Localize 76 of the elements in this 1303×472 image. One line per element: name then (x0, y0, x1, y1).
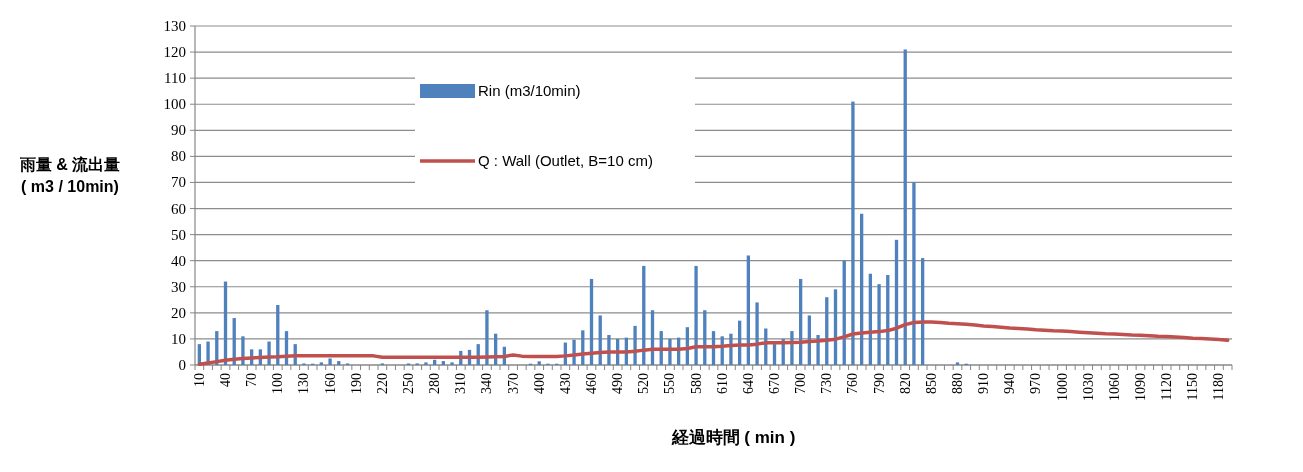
x-tick-label: 100 (270, 373, 286, 394)
x-tick-label: 640 (740, 373, 756, 394)
x-tick-label: 400 (531, 373, 547, 394)
legend-label: Q : Wall (Outlet, B=10 cm) (478, 152, 653, 169)
bar (755, 302, 759, 365)
x-tick-label: 40 (218, 373, 233, 387)
x-tick-label: 1180 (1211, 373, 1227, 401)
x-tick-label: 730 (819, 373, 835, 394)
bar (851, 101, 855, 365)
x-tick-label: 220 (374, 373, 390, 394)
y-tick-label: 100 (163, 96, 186, 113)
y-tick-label: 120 (163, 44, 186, 61)
bar (729, 333, 733, 365)
bar (485, 310, 489, 365)
bar (424, 362, 428, 365)
legend-label: Rin (m3/10min) (478, 82, 581, 99)
bar (328, 358, 332, 365)
x-tick-label: 880 (950, 373, 965, 394)
x-tick-label: 610 (714, 373, 730, 394)
bar (694, 265, 698, 365)
x-tick-label: 1030 (1080, 373, 1096, 401)
bar (441, 361, 446, 365)
bar (877, 284, 881, 365)
bar (955, 362, 960, 365)
y-tick-label: 0 (178, 357, 186, 373)
y-tick-label: 50 (171, 226, 186, 243)
x-tick-label: 970 (1028, 373, 1044, 394)
x-tick-label: 1150 (1185, 373, 1201, 401)
bar (337, 361, 341, 365)
x-tick-label: 10 (191, 373, 207, 387)
bar (319, 362, 324, 365)
x-tick-label: 850 (923, 373, 939, 394)
y-tick-label: 10 (171, 330, 186, 347)
x-axis-title: 経過時間 ( min ) (670, 428, 796, 447)
x-tick-label: 760 (845, 373, 861, 394)
x-tick-label: 910 (976, 373, 992, 394)
y-tick-label: 110 (164, 70, 186, 87)
y-axis-title: 雨量 & 流出量 ( m3 / 10min) (18, 155, 121, 195)
bar (633, 325, 637, 365)
x-tick-label: 700 (793, 373, 809, 394)
y-tick-label: 90 (171, 122, 186, 139)
x-tick-label: 310 (453, 373, 469, 394)
y-tick-label: 60 (171, 200, 186, 217)
bar (903, 49, 907, 365)
y-tick-label: 40 (171, 252, 186, 269)
bar (790, 331, 794, 365)
y-tick-label: 130 (163, 18, 186, 34)
x-tick-label: 490 (610, 373, 626, 394)
y-tick-label: 20 (171, 304, 186, 321)
x-tick-label: 160 (322, 373, 338, 394)
x-tick-label: 460 (584, 373, 599, 394)
x-tick-label: 550 (662, 373, 678, 394)
y-tick-label: 70 (171, 174, 186, 191)
x-tick-label: 1060 (1106, 373, 1122, 401)
x-tick-label: 1120 (1159, 373, 1175, 401)
x-tick-label: 940 (1002, 373, 1018, 394)
x-tick-label: 520 (636, 373, 652, 394)
x-tick-label: 790 (871, 373, 887, 394)
x-tick-label: 670 (767, 373, 782, 394)
x-tick-label: 1090 (1133, 373, 1148, 401)
x-tick-label: 370 (505, 373, 521, 394)
x-tick-label: 430 (557, 373, 573, 394)
x-tick-label: 70 (244, 373, 260, 387)
x-tick-label: 280 (427, 373, 443, 394)
x-tick-label: 580 (688, 373, 704, 394)
bar (450, 362, 454, 365)
x-tick-label: 340 (479, 373, 495, 394)
bar (537, 361, 541, 365)
x-tick-label: 130 (296, 373, 312, 394)
x-tick-label: 820 (897, 373, 913, 394)
bar (912, 182, 916, 365)
x-tick-label: 190 (348, 373, 364, 394)
x-tick-label: 1000 (1054, 373, 1070, 401)
y-tick-label: 80 (171, 148, 186, 165)
y-tick-label: 30 (171, 278, 186, 295)
x-tick-label: 250 (401, 373, 416, 394)
